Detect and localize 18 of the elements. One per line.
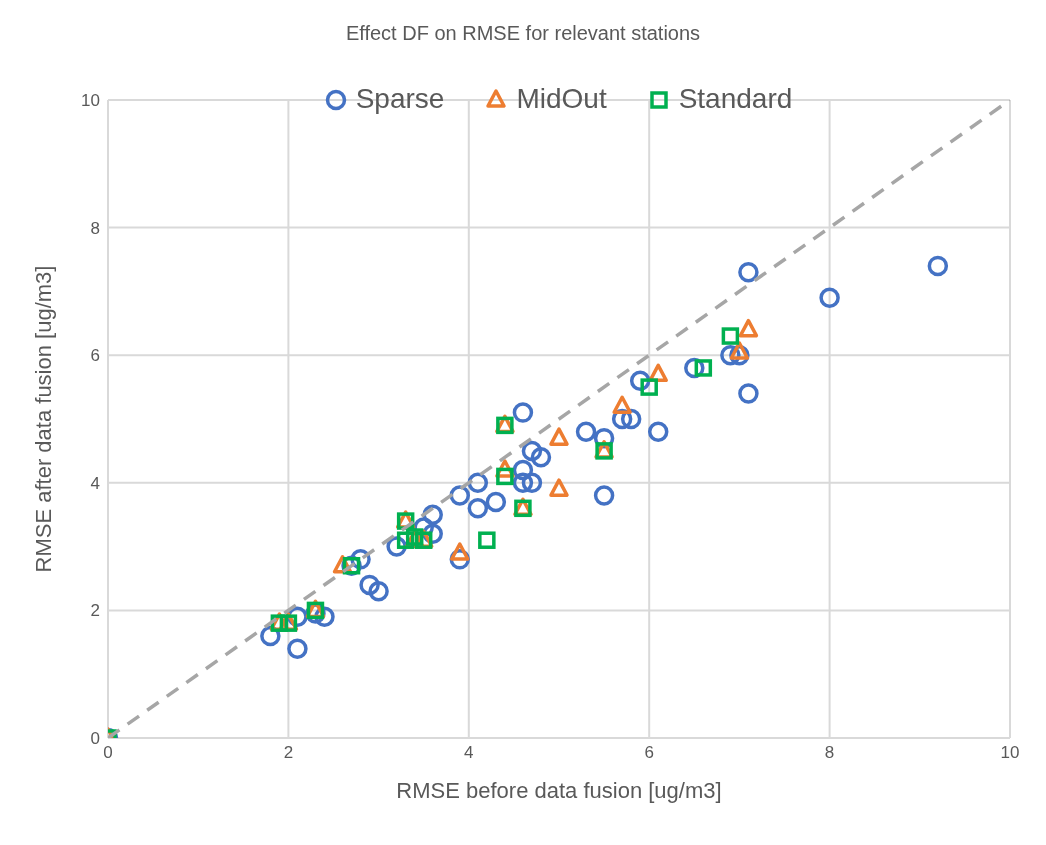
y-axis-title: RMSE after data fusion [ug/m3] [30,265,56,573]
y-tick-label: 4 [90,473,100,493]
x-tick-label: 6 [644,743,654,763]
x-tick-label: 2 [283,743,294,763]
y-tick-label: 6 [90,346,100,366]
x-tick-label: 0 [103,743,113,763]
legend-label: MidOut [516,83,607,115]
legend-label: Standard [678,83,793,115]
y-tick-label: 2 [90,601,100,621]
y-tick-label: 0 [90,729,100,749]
y-tick-label: 8 [90,218,100,238]
x-axis-title: RMSE before data fusion [ug/m3] [396,778,722,803]
legend-label: Sparse [355,83,445,115]
y-tick-label: 10 [81,91,100,111]
x-tick-label: 10 [1000,743,1020,763]
chart-title: Effect DF on RMSE for relevant stations [344,21,702,46]
x-tick-label: 4 [464,743,474,763]
x-tick-label: 8 [824,743,835,763]
